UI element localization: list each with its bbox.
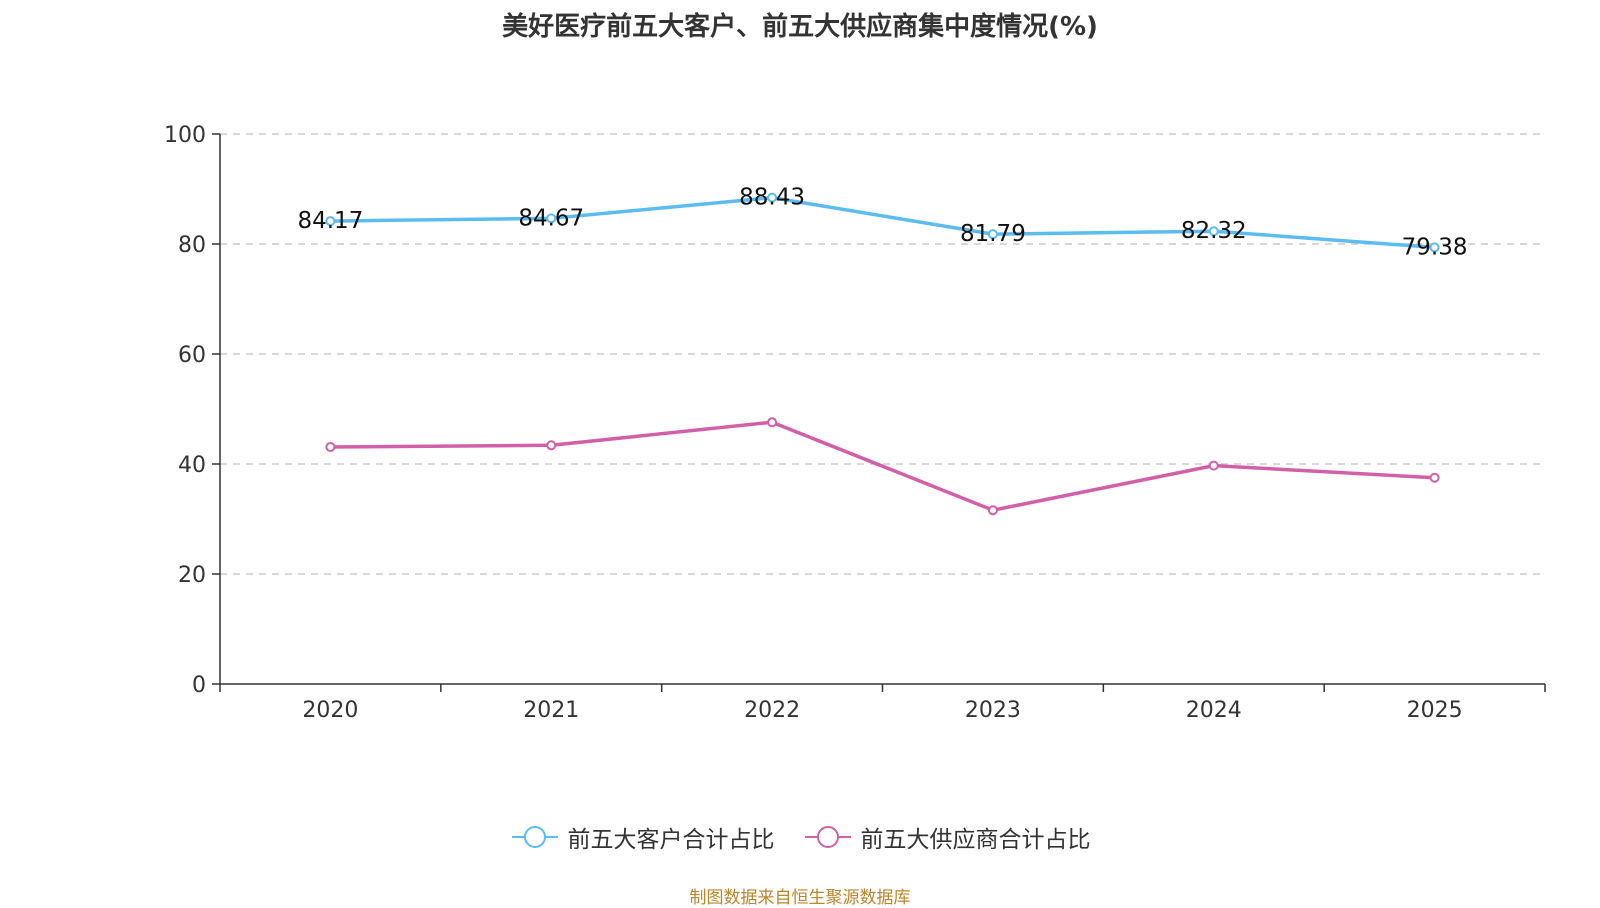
legend-label-customers: 前五大客户合计占比 bbox=[567, 827, 775, 853]
x-tick-label: 2021 bbox=[523, 698, 579, 723]
series-0-point bbox=[1429, 242, 1440, 253]
y-tick-label: 40 bbox=[178, 453, 206, 478]
y-tick-label: 100 bbox=[164, 123, 206, 148]
y-tick-label: 20 bbox=[178, 563, 206, 588]
chart-title: 美好医疗前五大客户、前五大供应商集中度情况(%) bbox=[502, 12, 1098, 42]
x-tick-label: 2024 bbox=[1186, 698, 1242, 723]
series-line-1 bbox=[330, 420, 1435, 512]
series-0-point bbox=[1208, 226, 1219, 237]
legend-item-suppliers[interactable]: 前五大供应商合计占比 bbox=[803, 820, 1091, 854]
y-tick-label: 80 bbox=[178, 233, 206, 258]
y-tick-label: 0 bbox=[192, 673, 206, 698]
x-tick-label: 2020 bbox=[302, 698, 358, 723]
series-1-point bbox=[1208, 460, 1219, 471]
x-tick-label: 2022 bbox=[744, 698, 800, 723]
series-1-point bbox=[546, 440, 557, 451]
series-0-data-label: 84.67 bbox=[518, 205, 584, 231]
legend-marker-suppliers bbox=[804, 826, 851, 848]
series-1-point bbox=[987, 505, 998, 516]
legend-item-customers[interactable]: 前五大客户合计占比 bbox=[510, 820, 775, 854]
x-tick-label: 2025 bbox=[1407, 698, 1463, 723]
series-1-point bbox=[767, 417, 778, 428]
x-tick-label: 2023 bbox=[965, 698, 1021, 723]
series-1-point bbox=[1429, 472, 1440, 483]
series-0-point bbox=[325, 216, 336, 227]
source-note: 制图数据来自恒生聚源数据库 bbox=[689, 888, 911, 908]
series-0-point bbox=[987, 229, 998, 240]
legend: 前五大客户合计占比 前五大供应商合计占比 bbox=[0, 820, 1600, 854]
grid-layer bbox=[220, 133, 1545, 575]
series-0-point bbox=[767, 192, 778, 203]
axis-layer: 0 20 40 60 80 100 2020 2021 2022 2023 2024 2025 bbox=[164, 123, 1546, 723]
series-0-point bbox=[546, 213, 557, 224]
series-0-data-label: 81.79 bbox=[960, 221, 1026, 247]
series-1-point bbox=[325, 441, 336, 452]
series-0-data-label: 82.32 bbox=[1181, 218, 1247, 244]
legend-label-suppliers: 前五大供应商合计占比 bbox=[860, 827, 1091, 853]
legend-marker-customers bbox=[511, 826, 558, 848]
series-layer bbox=[325, 192, 1440, 516]
y-tick-label: 60 bbox=[178, 343, 206, 368]
label-layer: 84.17 84.67 88.43 81.79 82.32 79.38 bbox=[297, 185, 1467, 261]
series-0-data-label: 79.38 bbox=[1402, 234, 1468, 260]
series-0-data-label: 88.43 bbox=[739, 185, 805, 211]
series-0-data-label: 84.17 bbox=[297, 208, 363, 234]
series-line-0 bbox=[330, 195, 1435, 250]
